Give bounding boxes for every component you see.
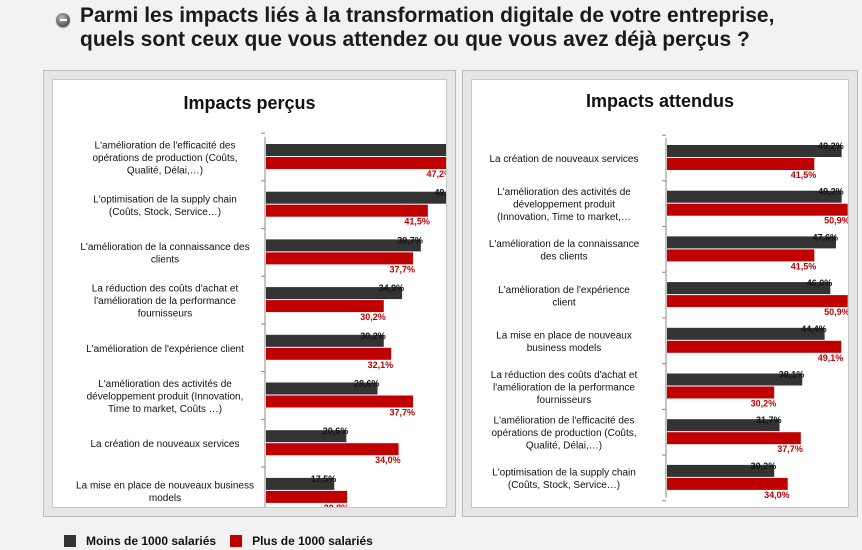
bar-percus-plus-1000-7 <box>266 443 399 456</box>
legend-item-moins-1000: Moins de 1000 salariés <box>64 534 216 548</box>
bar-percus-moins-1000-2 <box>266 191 446 204</box>
bar-percus-plus-1000-3 <box>266 252 414 265</box>
bar-attendus-plus-1000-1 <box>667 158 815 170</box>
bar-percus-plus-1000-4 <box>266 300 384 313</box>
category-label-attendus-2: L'amélioration des activités de développe… <box>497 187 631 223</box>
category-label-attendus-8: L'optimisation de la supply chain (Coûts,… <box>492 468 636 492</box>
bar-percus-moins-1000-8 <box>266 477 335 490</box>
bar-percus-moins-1000-6 <box>266 382 378 395</box>
bar-percus-moins-1000-7 <box>266 430 347 443</box>
chart-percus: L'amélioration de l'efficacité des opérat… <box>76 132 446 507</box>
bar-attendus-moins-1000-7 <box>667 419 780 432</box>
value-label-percus-moins-1000-7: 20,6% <box>323 426 349 436</box>
value-label-attendus-plus-1000-8: 34,0% <box>764 490 790 500</box>
legend-item-plus-1000: Plus de 1000 salariés <box>230 534 373 548</box>
bar-attendus-moins-1000-6 <box>667 373 803 386</box>
chart-frame-attendus: Impacts attendus La création de nouveaux… <box>462 70 858 517</box>
value-label-attendus-plus-1000-7: 37,7% <box>777 444 803 454</box>
value-label-percus-plus-1000-8: 20,8% <box>324 503 350 507</box>
value-label-attendus-moins-1000-7: 31,7% <box>756 415 782 425</box>
page-title-line-2: quels sont ceux que vous attendez ou que… <box>80 28 750 51</box>
bar-percus-plus-1000-1 <box>266 157 446 169</box>
bar-percus-plus-1000-5 <box>266 347 392 360</box>
chart-title-attendus: Impacts attendus <box>585 91 735 111</box>
value-label-percus-plus-1000-7: 34,0% <box>375 455 401 465</box>
bar-percus-moins-1000-5 <box>266 334 384 347</box>
bar-attendus-moins-1000-2 <box>667 190 842 203</box>
value-label-attendus-moins-1000-4: 46,0% <box>807 278 833 288</box>
category-label-attendus-4: L'amélioration de l'expérience client <box>498 285 630 309</box>
category-label-percus-5: L'amélioration de l'expérience client <box>86 344 244 355</box>
chart-attendus: La création de nouveaux services49,2%41,… <box>489 134 848 502</box>
page-title-line-1: Parmi les impacts liés à la transformati… <box>80 4 775 27</box>
category-label-attendus-6: La réduction des coûts d'achat et l'améli… <box>491 370 638 406</box>
value-label-percus-moins-1000-8: 17,5% <box>311 474 337 484</box>
value-label-percus-plus-1000-5: 32,1% <box>368 360 394 370</box>
value-label-percus-moins-1000-6: 28,6% <box>354 379 380 389</box>
legend-swatch-moins-1000 <box>64 535 76 547</box>
category-label-percus-3: L'amélioration de la connaissance des cli… <box>80 242 249 266</box>
bar-attendus-moins-1000-1 <box>667 145 842 157</box>
bar-percus-moins-1000-3 <box>266 239 421 252</box>
bar-attendus-moins-1000-5 <box>667 327 825 340</box>
category-label-percus-2: L'optimisation de la supply chain (Coûts,… <box>93 194 237 218</box>
chart-panel-attendus: Impacts attendus La création de nouveaux… <box>471 79 849 508</box>
value-label-attendus-plus-1000-6: 30,2% <box>751 399 777 409</box>
chart-frame-percus: Impacts perçus L'amélioration de l'effic… <box>43 70 456 517</box>
category-label-attendus-5: La mise en place de nouveaux business mod… <box>496 331 632 355</box>
value-label-percus-plus-1000-3: 37,7% <box>389 264 415 274</box>
value-label-attendus-plus-1000-2: 50,9% <box>824 216 848 226</box>
bar-attendus-plus-1000-5 <box>667 340 842 353</box>
value-label-attendus-moins-1000-5: 44,4% <box>801 324 827 334</box>
category-label-percus-8: La mise en place de nouveaux business mod… <box>76 481 254 505</box>
title-bullet-icon <box>56 13 70 27</box>
legend-swatch-plus-1000 <box>230 535 243 547</box>
bar-percus-plus-1000-6 <box>266 395 414 408</box>
bar-percus-moins-1000-1 <box>266 144 446 156</box>
bar-attendus-moins-1000-3 <box>667 236 836 249</box>
bar-percus-moins-1000-4 <box>266 287 403 300</box>
value-label-attendus-moins-1000-2: 49,2% <box>818 187 844 197</box>
value-label-attendus-moins-1000-1: 49,2% <box>818 141 844 151</box>
category-label-percus-6: L'amélioration des activités de développe… <box>87 379 244 415</box>
value-label-percus-moins-1000-3: 39,7% <box>397 235 423 245</box>
value-label-attendus-plus-1000-3: 41,5% <box>791 261 817 271</box>
value-label-percus-plus-1000-6: 37,7% <box>389 408 415 418</box>
value-label-attendus-plus-1000-5: 49,1% <box>818 353 844 363</box>
value-label-attendus-moins-1000-6: 38,1% <box>779 370 805 380</box>
value-label-attendus-moins-1000-8: 30,2% <box>751 461 777 471</box>
bar-attendus-moins-1000-4 <box>667 282 831 295</box>
bar-attendus-plus-1000-7 <box>667 432 801 445</box>
bar-attendus-moins-1000-8 <box>667 464 775 477</box>
legend-label-plus-1000: Plus de 1000 salariés <box>252 534 373 548</box>
category-label-percus-1: L'amélioration de l'efficacité des opérat… <box>92 141 237 177</box>
value-label-percus-plus-1000-4: 30,2% <box>360 312 386 322</box>
legend: Moins de 1000 salariés Plus de 1000 sala… <box>64 533 387 549</box>
bar-attendus-plus-1000-6 <box>667 386 775 399</box>
chart-panel-percus: Impacts perçus L'amélioration de l'effic… <box>52 79 447 508</box>
value-label-percus-moins-1000-2: 49,2% <box>434 188 446 198</box>
page-title: Parmi les impacts liés à la transformati… <box>80 4 860 52</box>
bar-attendus-plus-1000-3 <box>667 249 815 262</box>
category-label-attendus-7: L'amélioration de l'efficacité des opérat… <box>491 416 636 452</box>
value-label-percus-plus-1000-1: 47,2% <box>427 169 446 179</box>
bar-percus-plus-1000-8 <box>266 490 348 503</box>
value-label-percus-moins-1000-4: 34,9% <box>379 283 405 293</box>
category-label-percus-4: La réduction des coûts d'achat et l'améli… <box>92 284 239 320</box>
bar-attendus-plus-1000-2 <box>667 203 848 216</box>
legend-label-moins-1000: Moins de 1000 salariés <box>86 534 217 548</box>
value-label-percus-moins-1000-5: 30,2% <box>360 331 386 341</box>
bar-attendus-plus-1000-8 <box>667 477 788 490</box>
chart-title-percus: Impacts perçus <box>183 93 316 113</box>
value-label-attendus-moins-1000-3: 47,6% <box>812 232 838 242</box>
value-label-percus-plus-1000-2: 41,5% <box>404 217 430 227</box>
bar-percus-plus-1000-2 <box>266 204 428 217</box>
value-label-attendus-plus-1000-4: 50,9% <box>824 307 848 317</box>
category-label-attendus-3: L'amélioration de la connaissance des cli… <box>489 239 640 263</box>
category-label-percus-7: La création de nouveaux services <box>91 439 240 450</box>
bar-attendus-plus-1000-4 <box>667 295 848 308</box>
value-label-attendus-plus-1000-1: 41,5% <box>791 170 817 180</box>
category-label-attendus-1: La création de nouveaux services <box>490 154 639 165</box>
